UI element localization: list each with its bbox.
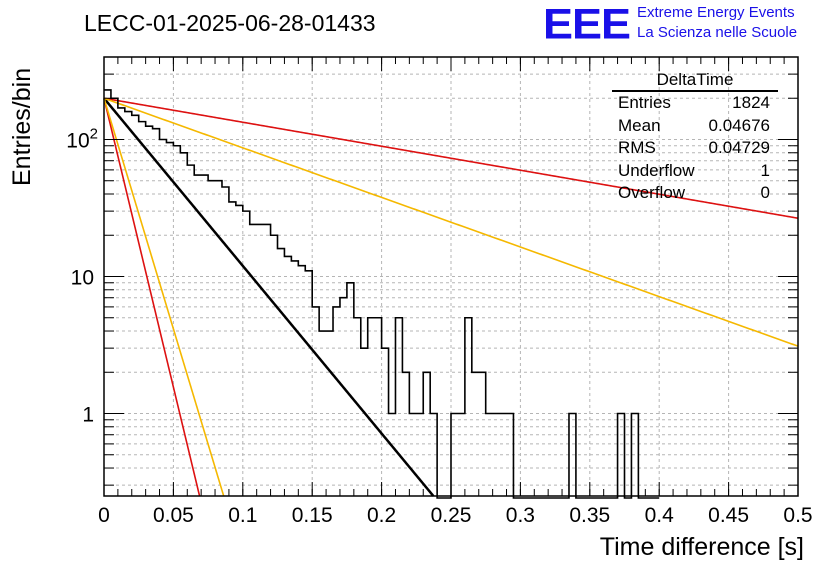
tick-labels: 0 0.05 0.1 0.15 0.2 0.25 0.3 0.35 0.4 0.45 0.51101… xyxy=(66,125,812,527)
stats-box: DeltaTime Entries 1824 Mean 0.04676 RMS 0.0… xyxy=(612,70,778,205)
stats-row: Mean 0.04676 xyxy=(612,115,778,138)
x-tick-label: 0.1 xyxy=(228,504,257,527)
stats-title: DeltaTime xyxy=(612,70,778,92)
x-tick-label: 0.45 xyxy=(708,504,749,527)
stats-label: RMS xyxy=(618,138,656,158)
x-tick-label: 0.15 xyxy=(292,504,333,527)
chart-title: LECC-01-2025-06-28-01433 xyxy=(84,10,376,36)
axis-ticks xyxy=(103,56,799,496)
x-tick-label: 0.3 xyxy=(506,504,535,527)
x-tick-label: 0.4 xyxy=(645,504,675,527)
stats-value: 1 xyxy=(760,160,770,180)
stats-value: 0.04729 xyxy=(708,138,770,158)
fit-curve xyxy=(103,98,225,497)
fit-curve xyxy=(103,97,435,497)
stats-label: Overflow xyxy=(618,183,686,203)
stats-row: Overflow 0 xyxy=(612,182,778,205)
y-axis-label: Entries/bin xyxy=(8,67,36,186)
stats-value: 0 xyxy=(760,183,770,203)
x-axis-label: Time difference [s] xyxy=(599,533,804,561)
fit-curve xyxy=(103,97,799,219)
stats-value: 1824 xyxy=(732,93,770,112)
stats-label: Entries xyxy=(618,93,671,112)
x-tick-label: 0.05 xyxy=(153,504,194,527)
x-tick-label: 0 xyxy=(98,504,110,527)
stats-label: Underflow xyxy=(618,160,695,180)
x-tick-label: 0.35 xyxy=(569,504,610,527)
logo-line-1: Extreme Energy Events xyxy=(637,4,795,21)
stats-row: Entries 1824 xyxy=(612,92,778,115)
x-tick-label: 0.25 xyxy=(431,504,472,527)
logo-line-2: La Scienza nelle Scuole xyxy=(637,24,798,41)
x-tick-label: 0.5 xyxy=(783,504,812,527)
stats-label: Mean xyxy=(618,115,661,135)
histogram-steps xyxy=(104,89,660,499)
y-tick-label: 1 xyxy=(82,404,94,427)
stats-row: Underflow 1 xyxy=(612,160,778,183)
x-tick-label: 0.2 xyxy=(367,504,396,527)
y-tick-label: 102 xyxy=(66,125,98,152)
stats-value: 0.04676 xyxy=(708,115,770,135)
histogram xyxy=(104,89,660,499)
fit-curves xyxy=(103,97,799,497)
y-tick-label: 10 xyxy=(71,267,94,290)
stats-row: RMS 0.04729 xyxy=(612,137,778,160)
fit-curve xyxy=(103,98,201,497)
fit-curve xyxy=(103,97,799,347)
eee-logo: EEE xyxy=(543,0,631,48)
